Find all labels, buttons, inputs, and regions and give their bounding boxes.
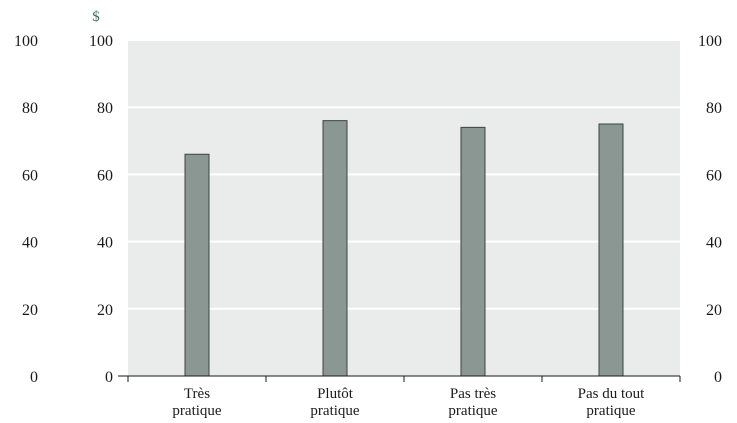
y-tick-label: 20: [97, 302, 113, 319]
y-tick-label: 60: [22, 167, 38, 184]
x-category-label: pratique: [448, 403, 497, 419]
x-category-label: pratique: [172, 403, 221, 419]
y-tick-label: 100: [89, 33, 113, 50]
y-axis-left-outer: 0 20 40 60 80 100: [14, 33, 38, 386]
bar: [184, 153, 210, 377]
bars: [184, 120, 624, 377]
bar: [322, 120, 348, 377]
y-tick-label: 60: [97, 167, 113, 184]
y-tick-label: 80: [97, 100, 113, 117]
y-axis-right: 0 20 40 60 80 100: [698, 33, 722, 386]
y-tick-label: 20: [706, 302, 722, 319]
bar: [460, 126, 486, 377]
y-tick-label: 80: [22, 100, 38, 117]
x-category-label: pratique: [586, 403, 635, 419]
y-tick-label: 100: [698, 33, 722, 50]
y-tick-label: 80: [706, 100, 722, 117]
plot-background: [128, 40, 680, 376]
y-tick-label: 40: [22, 235, 38, 252]
gridlines: [128, 39, 680, 310]
unit-label: $: [92, 9, 100, 25]
y-tick-label: 100: [14, 33, 38, 50]
y-axis-left-inner: 0 20 40 60 80 100: [89, 33, 113, 386]
y-tick-label: 0: [30, 369, 38, 386]
x-category-label: Plutôt: [317, 386, 354, 402]
y-tick-label: 60: [706, 167, 722, 184]
x-category-label: pratique: [310, 403, 359, 419]
y-tick-label: 40: [97, 235, 113, 252]
x-category-label: Très: [184, 386, 210, 402]
x-category-label: Pas très: [450, 386, 496, 402]
y-tick-label: 20: [22, 302, 38, 319]
y-tick-label: 0: [105, 369, 113, 386]
bar: [598, 123, 624, 377]
x-category-label: Pas du tout: [578, 386, 646, 402]
y-tick-label: 40: [706, 235, 722, 252]
y-tick-label: 0: [714, 369, 722, 386]
